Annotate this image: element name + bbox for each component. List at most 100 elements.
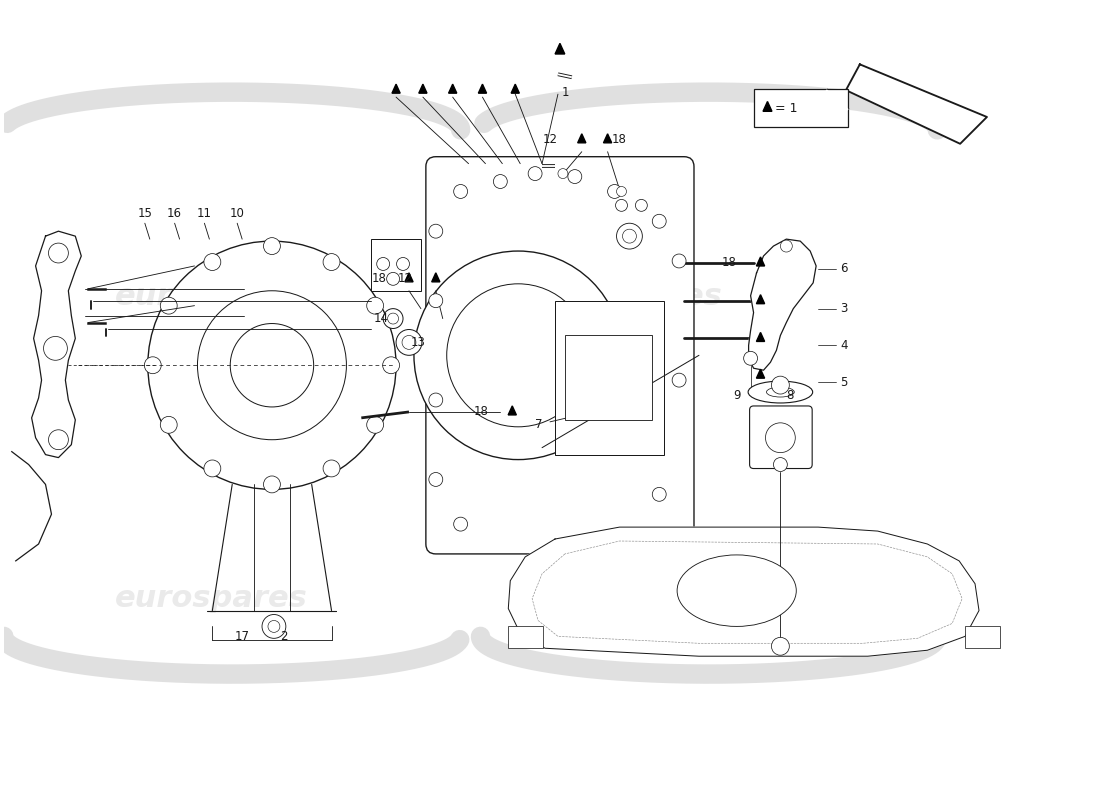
Text: 6: 6 — [840, 262, 847, 275]
Circle shape — [652, 214, 667, 228]
Polygon shape — [757, 294, 764, 304]
Ellipse shape — [767, 387, 794, 397]
Polygon shape — [405, 273, 414, 282]
Text: 17: 17 — [234, 630, 250, 643]
FancyBboxPatch shape — [749, 406, 812, 469]
Circle shape — [652, 487, 667, 502]
FancyBboxPatch shape — [754, 89, 848, 127]
Circle shape — [414, 251, 623, 459]
Circle shape — [616, 199, 627, 211]
Circle shape — [616, 186, 627, 197]
Circle shape — [780, 240, 792, 252]
Circle shape — [383, 309, 403, 329]
Circle shape — [376, 258, 389, 270]
Text: 10: 10 — [230, 207, 244, 220]
Text: 7: 7 — [535, 418, 542, 431]
Text: 12: 12 — [543, 134, 558, 146]
Bar — [556, 301, 664, 454]
Circle shape — [48, 243, 68, 263]
Polygon shape — [478, 84, 486, 93]
Bar — [965, 626, 1000, 648]
Text: 15: 15 — [138, 207, 152, 220]
Polygon shape — [749, 239, 816, 370]
Text: eurospares: eurospares — [116, 584, 308, 613]
Circle shape — [396, 330, 422, 355]
Text: 3: 3 — [840, 302, 847, 315]
Circle shape — [528, 166, 542, 181]
Circle shape — [262, 614, 286, 638]
Text: eurospares: eurospares — [530, 584, 723, 613]
Circle shape — [323, 254, 340, 270]
Bar — [372, 239, 421, 290]
Circle shape — [429, 294, 442, 308]
Polygon shape — [757, 369, 764, 378]
Circle shape — [264, 476, 280, 493]
Text: 18: 18 — [722, 257, 737, 270]
Circle shape — [672, 373, 686, 387]
Text: 2: 2 — [279, 630, 287, 643]
Polygon shape — [763, 102, 772, 111]
Circle shape — [402, 335, 416, 350]
Circle shape — [264, 238, 280, 254]
Text: 13: 13 — [411, 336, 426, 349]
Bar — [508, 626, 543, 648]
Circle shape — [323, 460, 340, 477]
Circle shape — [147, 241, 396, 490]
Circle shape — [397, 258, 409, 270]
Text: 16: 16 — [167, 207, 183, 220]
Polygon shape — [846, 64, 987, 144]
Polygon shape — [508, 527, 979, 656]
Circle shape — [161, 416, 177, 434]
Text: 18: 18 — [474, 406, 488, 418]
Polygon shape — [449, 84, 456, 93]
Circle shape — [558, 169, 568, 178]
Polygon shape — [757, 257, 764, 266]
Polygon shape — [556, 43, 564, 54]
Circle shape — [766, 423, 795, 453]
Text: eurospares: eurospares — [530, 282, 723, 311]
Polygon shape — [32, 231, 81, 458]
Circle shape — [429, 473, 442, 486]
Circle shape — [636, 199, 647, 211]
Text: eurospares: eurospares — [116, 282, 308, 311]
Circle shape — [623, 229, 637, 243]
Ellipse shape — [748, 381, 813, 403]
Text: 9: 9 — [734, 389, 741, 402]
Circle shape — [568, 170, 582, 183]
Circle shape — [366, 416, 384, 434]
Circle shape — [387, 313, 398, 324]
Text: 18: 18 — [372, 272, 386, 286]
Circle shape — [198, 290, 346, 440]
Text: 14: 14 — [373, 312, 388, 325]
Polygon shape — [508, 406, 516, 415]
Text: 12: 12 — [398, 272, 412, 286]
Text: 11: 11 — [197, 207, 212, 220]
Circle shape — [204, 460, 221, 477]
Circle shape — [383, 357, 399, 374]
Circle shape — [144, 357, 162, 374]
Circle shape — [48, 430, 68, 450]
Text: 4: 4 — [840, 339, 847, 352]
Polygon shape — [431, 273, 440, 282]
Polygon shape — [578, 134, 586, 143]
Text: 18: 18 — [612, 134, 626, 146]
Circle shape — [429, 224, 442, 238]
FancyBboxPatch shape — [426, 157, 694, 554]
Circle shape — [771, 638, 790, 655]
Circle shape — [204, 254, 221, 270]
Polygon shape — [512, 84, 519, 93]
Circle shape — [453, 517, 468, 531]
Circle shape — [453, 185, 468, 198]
Circle shape — [366, 298, 384, 314]
Circle shape — [773, 458, 788, 471]
Text: 5: 5 — [840, 376, 847, 389]
Polygon shape — [419, 84, 427, 93]
Text: 8: 8 — [786, 389, 794, 402]
Bar — [565, 335, 652, 420]
Polygon shape — [604, 134, 612, 143]
Circle shape — [268, 621, 279, 632]
Polygon shape — [757, 333, 764, 342]
Circle shape — [447, 284, 590, 427]
Circle shape — [44, 337, 67, 360]
Polygon shape — [392, 84, 400, 93]
